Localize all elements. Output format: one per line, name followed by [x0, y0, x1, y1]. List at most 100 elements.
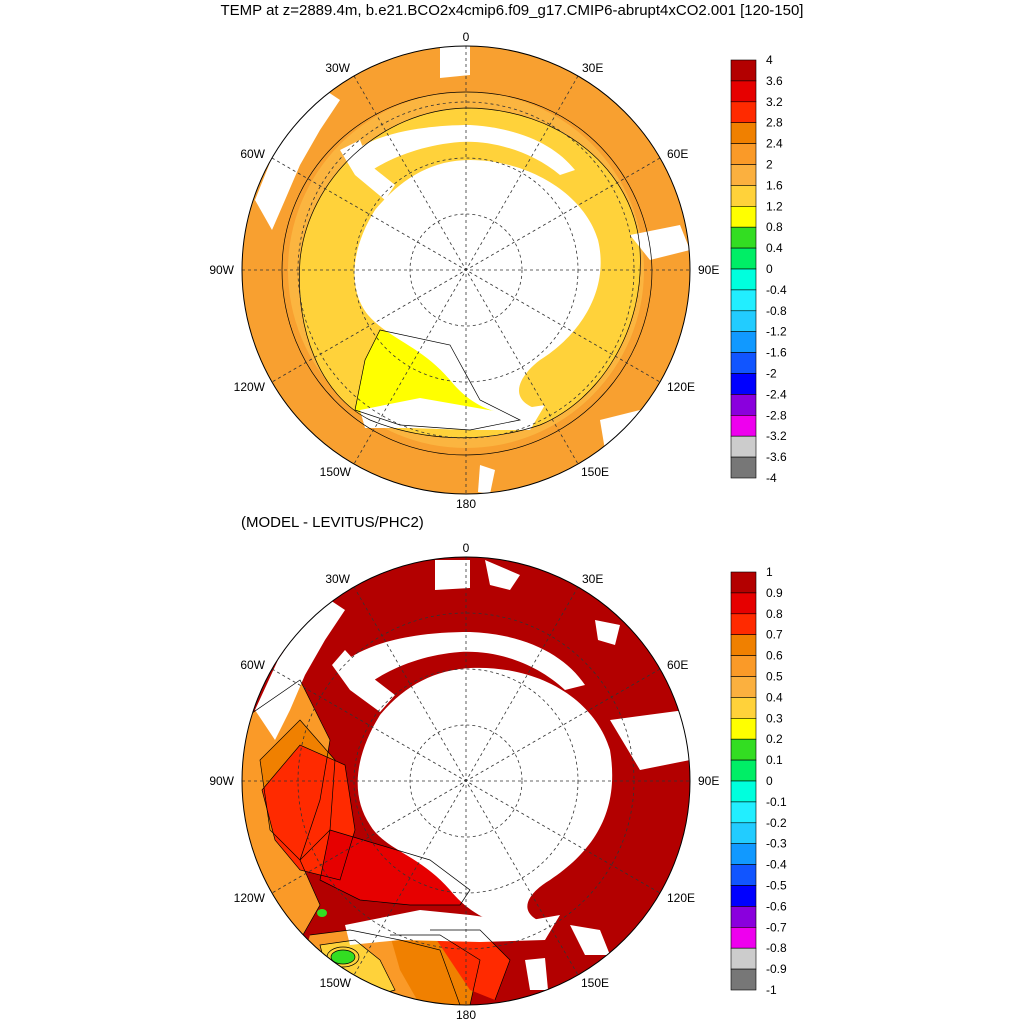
bottom-colorbar-swatch: [730, 717, 757, 740]
bottom-lon-label-30e: 30E: [582, 572, 603, 586]
bottom-colorbar-label: 0.1: [766, 753, 783, 767]
bottom-colorbar-swatch: [730, 822, 757, 844]
top-colorbar-label: -4: [766, 471, 777, 485]
top-colorbar-label: 0: [766, 262, 773, 276]
bottom-colorbar-label: -0.9: [766, 962, 787, 976]
top-colorbar-swatch: [730, 331, 757, 353]
bottom-colorbar-swatch: [730, 906, 757, 928]
top-map-border: [241, 45, 691, 495]
top-colorbar-label: -3.2: [766, 429, 787, 443]
top-colorbar-label: -2.8: [766, 408, 787, 422]
top-colorbar-swatch: [730, 206, 757, 228]
top-kerguelen-gap: [630, 225, 690, 260]
bottom-lon-label-30w: 30W: [325, 572, 350, 586]
bottom-colorbar-swatch: [730, 676, 757, 698]
top-graticule: [242, 46, 690, 494]
top-colorbar-label: 1.6: [766, 178, 783, 192]
top-south-america-land: [255, 90, 340, 230]
top-colorbar-swatch: [730, 164, 757, 186]
top-colorbar-swatch: [730, 456, 757, 479]
top-colorbar-swatch: [730, 122, 757, 144]
bottom-map-border: [241, 556, 691, 1006]
bottom-colorbar-label: -0.5: [766, 879, 787, 893]
top-longitude-labels: 0 30E 60E 90E 120E 150E 180 150W 120W 90…: [209, 30, 719, 511]
bottom-colorbar-swatch: [730, 634, 757, 656]
bottom-colorbar-swatch: [730, 843, 757, 865]
bottom-colorbar-label: 0.4: [766, 690, 783, 704]
bottom-south-america-land: [255, 600, 345, 740]
top-colorbar-swatch: [730, 226, 757, 249]
bottom-colorbar-swatch: [730, 968, 757, 991]
top-colorbar-swatch: [730, 435, 757, 458]
bottom-colorbar-label: -0.7: [766, 920, 787, 934]
bottom-colorbar-label: 0.2: [766, 732, 783, 746]
top-colorbar-swatch: [730, 394, 757, 416]
top-lon-label-90w: 90W: [209, 263, 234, 277]
top-colorbar-label: 2: [766, 158, 773, 172]
bottom-longitude-labels: 0 30E 60E 90E 120E 150E 180 150W 120W 90…: [209, 541, 719, 1022]
top-colorbar-label: -1.6: [766, 346, 787, 360]
top-lon-label-120w: 120W: [234, 380, 266, 394]
top-colorbar-label: 0.8: [766, 220, 783, 234]
bottom-colorbar-label: 1: [766, 565, 773, 579]
bottom-green-blob: [331, 950, 355, 964]
bottom-colorbar-label: 0.9: [766, 586, 783, 600]
bottom-lon-label-0: 0: [463, 541, 470, 555]
bottom-colorbar-label: 0: [766, 774, 773, 788]
bottom-lon-label-60e: 60E: [667, 658, 688, 672]
top-colorbar-swatch: [730, 289, 757, 312]
top-colorbar-label: 3.6: [766, 74, 783, 88]
top-colorbar-label: -0.8: [766, 304, 787, 318]
bottom-colorbar-swatch: [730, 947, 757, 970]
top-lon-label-120e: 120E: [667, 380, 695, 394]
top-colorbar-swatch: [730, 247, 757, 270]
bottom-africa-tip-2: [485, 560, 520, 590]
top-polar-map: 0 30E 60E 90E 120E 150E 180 150W 120W 90…: [209, 30, 787, 511]
top-colorbar-swatch: [730, 352, 757, 374]
bottom-colorbar-swatch: [730, 613, 757, 635]
top-colorbar-label: 3.2: [766, 95, 783, 109]
bottom-colorbar-swatch: [730, 655, 757, 677]
top-nz-land: [478, 465, 495, 494]
top-colorbar-label: 2.4: [766, 137, 783, 151]
bottom-lon-label-90e: 90E: [698, 774, 719, 788]
top-colorbar-swatch: [730, 80, 757, 103]
top-lon-label-30e: 30E: [582, 61, 603, 75]
top-colorbar-swatch: [730, 185, 757, 207]
bottom-colorbar-label: 0.5: [766, 670, 783, 684]
bottom-small-gap-1: [595, 620, 620, 645]
bottom-lon-label-150w: 150W: [320, 976, 352, 990]
bottom-colorbar-label: 0.6: [766, 649, 783, 663]
top-colorbar-label: -2: [766, 367, 777, 381]
top-colorbar-label: 2.8: [766, 116, 783, 130]
bottom-colorbar-label: 0.7: [766, 628, 783, 642]
bottom-antarctica-land: [357, 667, 613, 928]
bottom-lon-label-60w: 60W: [240, 658, 265, 672]
top-colorbar-swatch: [730, 414, 757, 437]
top-ross-shelf: [360, 398, 545, 430]
top-colorbar-swatch: [730, 373, 757, 395]
bottom-nz-gap: [525, 958, 548, 990]
bottom-small-green-blob: [317, 909, 327, 917]
top-colorbar-label: -0.4: [766, 283, 787, 297]
bottom-colorbar-label: -0.8: [766, 941, 787, 955]
top-colorbar-swatch: [730, 101, 757, 124]
bottom-colorbar-label: -0.3: [766, 837, 787, 851]
top-lon-label-90e: 90E: [698, 263, 719, 277]
bottom-colorbar-swatch: [730, 697, 757, 719]
top-lon-label-0: 0: [463, 30, 470, 44]
bottom-colorbar-label: -0.6: [766, 899, 787, 913]
top-lon-label-150e: 150E: [581, 465, 609, 479]
bottom-contour-lines: [242, 679, 511, 1005]
bottom-colorbar-label: -0.4: [766, 858, 787, 872]
top-lon-label-60w: 60W: [240, 147, 265, 161]
bottom-lon-label-120e: 120E: [667, 891, 695, 905]
bottom-colorbar-swatch: [730, 801, 757, 824]
bottom-colorbar-label: -0.2: [766, 816, 787, 830]
bottom-colorbar-swatch: [730, 864, 757, 886]
bottom-africa-tip: [435, 560, 470, 590]
top-colorbar-swatch: [730, 59, 757, 82]
bottom-colorbar: 1 0.9 0.8 0.7 0.6 0.5 0.4 0.3 0.2 0.1 0 -0.1 -0.2 -0.…: [730, 565, 787, 997]
bottom-peninsula-land: [332, 650, 395, 712]
